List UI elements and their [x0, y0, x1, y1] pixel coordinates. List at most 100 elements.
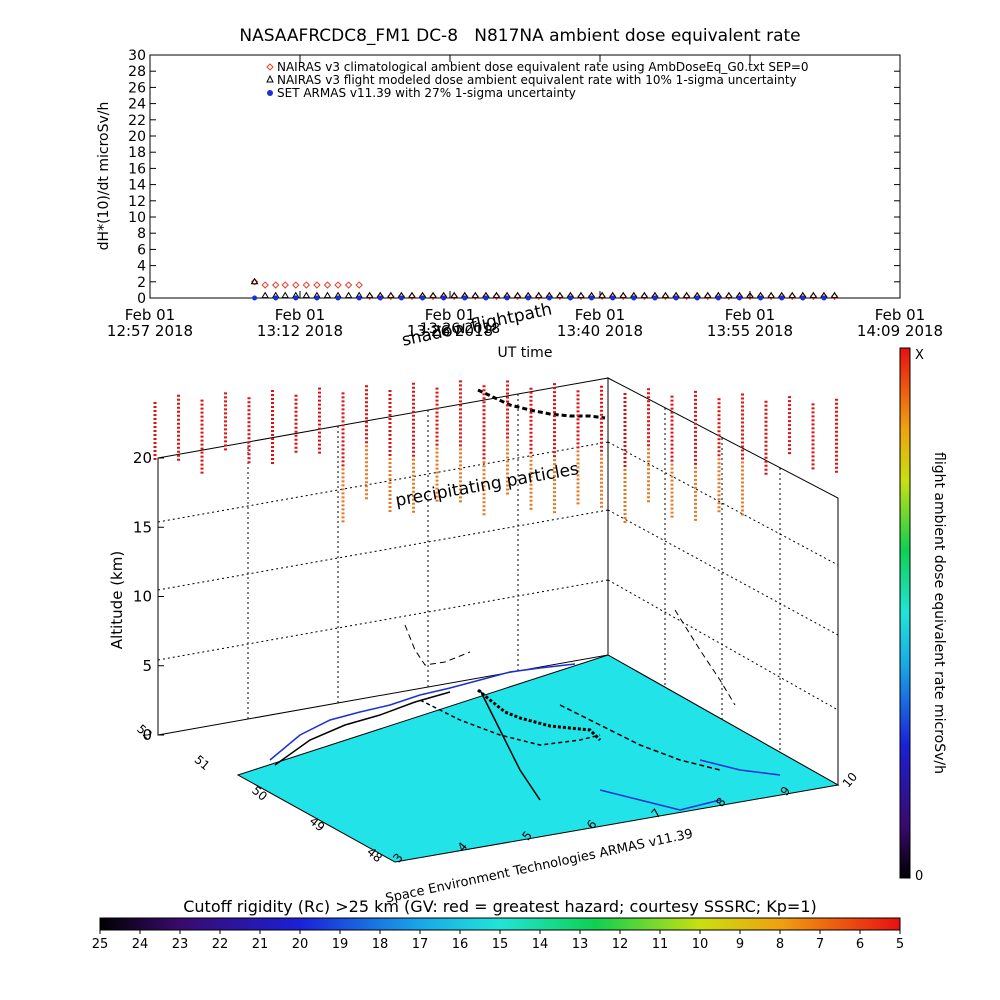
- flightpath-altitude: [477, 388, 606, 420]
- armas-point: [821, 295, 827, 301]
- x-tick-label-line2: 13:12 2018: [257, 322, 343, 340]
- x-tick-label-line1: Feb 01: [875, 306, 925, 324]
- armas-point: [800, 295, 806, 301]
- xlabel-ut-time: UT time: [498, 345, 553, 361]
- shadow-flightpath-note-behind: 13:26 2018: [420, 321, 500, 337]
- legend-marker-triangle: [266, 74, 274, 83]
- x-tick-label-line1: Feb 01: [125, 306, 175, 324]
- nairas-flight-point: [344, 291, 353, 299]
- bottom-colorbar-tick-label: 5: [896, 937, 904, 952]
- bottom-colorbar-tick-label: 9: [736, 937, 744, 952]
- x-tick-label-line2: 13:55 2018: [707, 322, 793, 340]
- nairas-flight-point: [682, 291, 691, 299]
- nairas-clim-point: [302, 281, 311, 289]
- nairas-clim-point: [261, 281, 269, 289]
- altitude-tick-label: 0: [142, 726, 152, 744]
- flightpath-floor: [477, 688, 602, 742]
- bottom-colorbar-tick-label: 13: [572, 937, 589, 952]
- right-colorbar-label: flight ambient dose equivalent rate micr…: [931, 452, 947, 774]
- bottom-colorbar-tick-label: 11: [652, 937, 669, 952]
- legend-entry: NAIRAS v3 climatological ambient dose eq…: [277, 60, 809, 74]
- armas-point: [631, 295, 637, 301]
- armas-point: [779, 295, 785, 301]
- armas-point: [736, 295, 742, 301]
- armas-point: [377, 295, 383, 301]
- nairas-flight-point: [261, 291, 270, 299]
- armas-point: [694, 295, 700, 301]
- bottom-colorbar-tick-label: 17: [412, 937, 429, 952]
- nairas-flight-point: [555, 291, 564, 299]
- y-tick-label: 4: [137, 259, 146, 275]
- bottom-colorbar-tick-label: 7: [816, 937, 824, 952]
- armas-point: [589, 295, 595, 301]
- armas-point: [610, 295, 616, 301]
- wall-projection-lines: [404, 609, 736, 706]
- y-tick-label: 6: [137, 242, 146, 258]
- x-tick-label-line1: Feb 01: [725, 306, 775, 324]
- right-wall-grid: [607, 408, 839, 752]
- nairas-flight-point: [788, 291, 797, 299]
- y-tick-label: 20: [128, 129, 146, 145]
- latitude-tick-label: 51: [192, 752, 213, 773]
- nairas-flight-point: [534, 291, 543, 299]
- right-colorbar-bottom: 0: [915, 869, 923, 884]
- altitude-axis: 0 5 10 15 20: [133, 449, 164, 744]
- armas-point: [314, 295, 320, 301]
- armas-point: [715, 295, 721, 301]
- armas-point: [504, 295, 510, 301]
- nairas-flight-point: [281, 291, 290, 299]
- nairas-clim-point: [281, 281, 289, 289]
- altitude-tick-label: 20: [133, 449, 152, 467]
- precipitating-particles-label: precipitating particles: [394, 459, 581, 511]
- series-points: [250, 277, 839, 301]
- bottom-colorbar-tick-label: 16: [452, 937, 469, 952]
- nairas-flight-point: [640, 291, 649, 299]
- bottom-colorbar-label: Cutoff rigidity (Rc) >25 km (GV: red = g…: [183, 897, 817, 916]
- armas-point: [273, 295, 279, 301]
- altitude-tick-label: 10: [133, 588, 152, 606]
- right-colorbar-top: X: [915, 348, 924, 363]
- legend-marker-circle: [267, 90, 273, 96]
- armas-point: [293, 295, 299, 301]
- y-tick-label: 2: [137, 275, 146, 291]
- right-colorbar: [899, 347, 911, 879]
- nairas-flight-point: [365, 291, 374, 299]
- bottom-colorbar-tick-label: 6: [856, 937, 864, 952]
- legend-entry: NAIRAS v3 flight modeled dose ambient eq…: [277, 73, 797, 87]
- y-tick-label: 30: [128, 48, 146, 64]
- bottom-colorbar-tick-label: 21: [252, 937, 269, 952]
- nairas-flight-point: [323, 291, 332, 299]
- bottom-colorbar-tick-label: 18: [372, 937, 389, 952]
- bottom-colorbar-tick-label: 14: [532, 937, 549, 952]
- nairas-flight-point: [746, 291, 754, 299]
- y-tick-label: 18: [128, 145, 146, 161]
- armas-point: [420, 295, 426, 301]
- armas-point: [483, 295, 489, 301]
- nairas-clim-point: [334, 281, 342, 289]
- back-wall-grid: [157, 394, 609, 719]
- armas-point: [252, 295, 258, 301]
- y-tick-label: 10: [128, 210, 146, 226]
- nairas-flight-point: [429, 291, 437, 299]
- x-tick-label-line2: 13:40 2018: [557, 322, 643, 340]
- nairas-clim-point: [250, 278, 259, 286]
- nairas-flight-point: [386, 291, 395, 299]
- x-tick-label-line1: Feb 01: [425, 306, 475, 324]
- nairas-clim-point: [355, 281, 363, 289]
- nairas-flight-point: [703, 291, 712, 299]
- y-tick-label: 8: [137, 226, 146, 242]
- armas-point: [567, 295, 573, 301]
- nairas-clim-point: [271, 281, 280, 289]
- y-axis-label: dH*(10)/dt microSv/h: [96, 102, 112, 251]
- bottom-colorbar-tick-label: 10: [692, 937, 709, 952]
- bottom-colorbar-tick-label: 25: [92, 937, 109, 952]
- nairas-flight-point: [250, 277, 259, 285]
- nairas-clim-point: [344, 281, 353, 289]
- armas-point: [335, 295, 341, 301]
- nairas-clim-point: [292, 281, 300, 289]
- y-tick-label: 24: [128, 97, 146, 113]
- nairas-flight-point: [830, 291, 839, 299]
- nairas-flight-point: [450, 291, 459, 299]
